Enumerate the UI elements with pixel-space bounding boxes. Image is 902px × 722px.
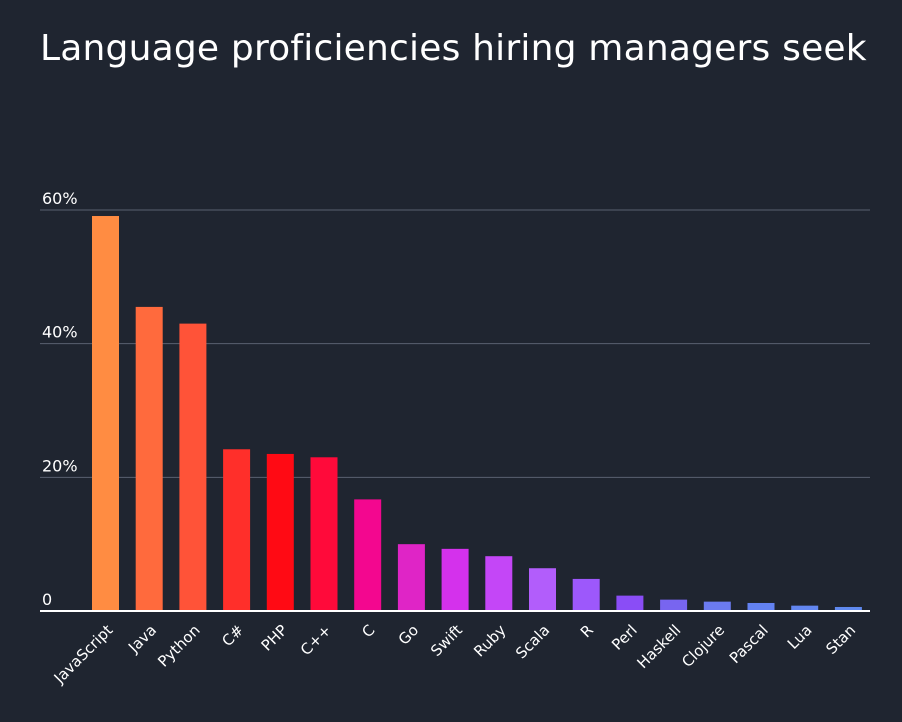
bar-python: [179, 323, 207, 611]
x-tick-label: Python: [154, 621, 203, 670]
gridlines: [40, 209, 870, 478]
y-axis-ticks: 0 20% 40% 60%: [42, 189, 78, 609]
bar-perl: [616, 595, 644, 611]
bar-ruby: [485, 556, 513, 611]
x-tick-label: Perl: [608, 621, 641, 654]
bar-c: [354, 499, 382, 611]
x-tick-label: Go: [395, 621, 422, 648]
bar-stan: [834, 606, 862, 611]
bar-go: [397, 544, 425, 611]
x-tick-label: JavaScript: [50, 621, 117, 688]
bar-swift: [441, 548, 469, 611]
y-tick-label: 0: [42, 590, 52, 609]
x-tick-label: Stan: [822, 621, 859, 658]
x-tick-label: Swift: [427, 621, 466, 660]
bar-c: [223, 449, 251, 611]
bar-r: [572, 578, 600, 611]
bar-scala: [529, 568, 556, 611]
y-tick-label: 20%: [42, 456, 78, 475]
bars: [92, 216, 862, 611]
x-tick-label: Ruby: [470, 621, 509, 660]
x-tick-label: Scala: [512, 621, 553, 662]
x-tick-label: C: [358, 621, 378, 641]
bar-c: [310, 457, 338, 611]
bar-haskell: [660, 599, 688, 611]
x-tick-label: Lua: [784, 621, 816, 653]
x-tick-label: C++: [297, 621, 335, 659]
bar-php: [266, 453, 294, 611]
x-tick-label: PHP: [258, 621, 291, 654]
x-tick-label: Clojure: [678, 621, 728, 671]
bar-pascal: [747, 602, 775, 611]
x-tick-label: Java: [124, 621, 160, 657]
bar-java: [135, 306, 163, 611]
bar-javascript: [92, 216, 119, 611]
bar-clojure: [703, 601, 731, 611]
x-tick-label: Pascal: [726, 621, 772, 667]
y-tick-label: 60%: [42, 189, 78, 208]
bar-lua: [791, 605, 819, 611]
chart-title: Language proficiencies hiring managers s…: [40, 28, 867, 69]
x-tick-label: R: [577, 621, 597, 641]
y-tick-label: 40%: [42, 323, 78, 342]
x-tick-label: C#: [218, 621, 247, 650]
x-tick-label: Haskell: [634, 621, 685, 672]
